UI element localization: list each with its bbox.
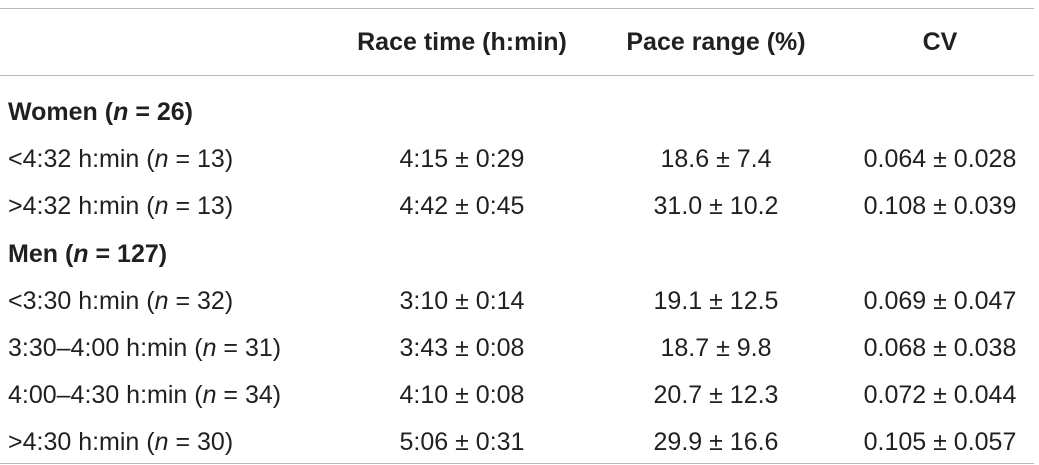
bottom-rule [0,463,1034,464]
text-part: = 31) [216,334,282,362]
table-cell: 5:06 ± 0:31 [399,428,525,457]
table-cell: 4:15 ± 0:29 [399,145,525,174]
text-part: n [154,192,169,221]
text-part: >4:30 h:min ( [8,428,155,457]
table-cell: 31.0 ± 10.2 [653,192,779,221]
text-part: = 34) [216,381,282,410]
table-cell: 19.1 ± 12.5 [653,286,779,315]
table-cell: 0.064 ± 0.028 [863,145,1017,174]
header-rule [0,75,1034,76]
text-part: 3:30–4:00 h:min ( [8,334,203,362]
text-part: <3:30 h:min ( [8,286,155,315]
table-cell: 0.068 ± 0.038 [863,334,1017,362]
table-cell: 0.108 ± 0.039 [863,192,1017,221]
text-part: n [154,428,169,457]
group-title: Women (n = 26) [8,97,193,127]
row-label: <4:32 h:min (n = 13) [8,144,233,174]
text-part: <4:32 h:min ( [8,145,155,174]
table-cell: 0.072 ± 0.044 [863,381,1017,410]
table-cell: 3:43 ± 0:08 [399,334,525,362]
text-part: n [202,334,217,362]
row-label: 3:30–4:00 h:min (n = 31) [8,333,281,363]
row-label: >4:32 h:min (n = 13) [8,191,233,221]
text-part: n [154,286,169,315]
table-cell: 4:10 ± 0:08 [399,381,525,410]
table-cell: 20.7 ± 12.3 [653,381,779,410]
row-label: >4:30 h:min (n = 30) [8,427,233,457]
text-part: >4:32 h:min ( [8,192,155,221]
top-rule [0,8,1034,9]
text-part: n [113,98,129,126]
text-part: = 13) [168,192,234,221]
text-part: n [73,239,89,268]
text-part: n [202,381,217,410]
column-header: Pace range (%) [626,28,806,56]
table-cell: 0.105 ± 0.057 [863,428,1017,457]
group-title: Men (n = 127) [8,239,167,269]
column-header: CV [922,28,958,56]
row-label: 4:00–4:30 h:min (n = 34) [8,380,281,410]
text-part: = 13) [168,145,234,174]
text-part: n [154,145,169,174]
text-part: 4:00–4:30 h:min ( [8,381,203,410]
text-part: = 32) [168,286,234,315]
table-cell: 18.6 ± 7.4 [660,145,772,174]
table-cell: 18.7 ± 9.8 [660,334,772,362]
table-cell: 3:10 ± 0:14 [399,286,525,315]
text-part: Women ( [8,98,114,126]
text-part: = 30) [168,428,234,457]
text-part: Men ( [8,239,74,268]
table-cell: 29.9 ± 16.6 [653,428,779,457]
text-part: = 127) [88,239,168,268]
table-cell: 4:42 ± 0:45 [399,192,525,221]
text-part: = 26) [128,98,193,126]
column-header: Race time (h:min) [357,28,567,56]
table-cell: 0.069 ± 0.047 [863,286,1017,315]
row-label: <3:30 h:min (n = 32) [8,286,233,316]
